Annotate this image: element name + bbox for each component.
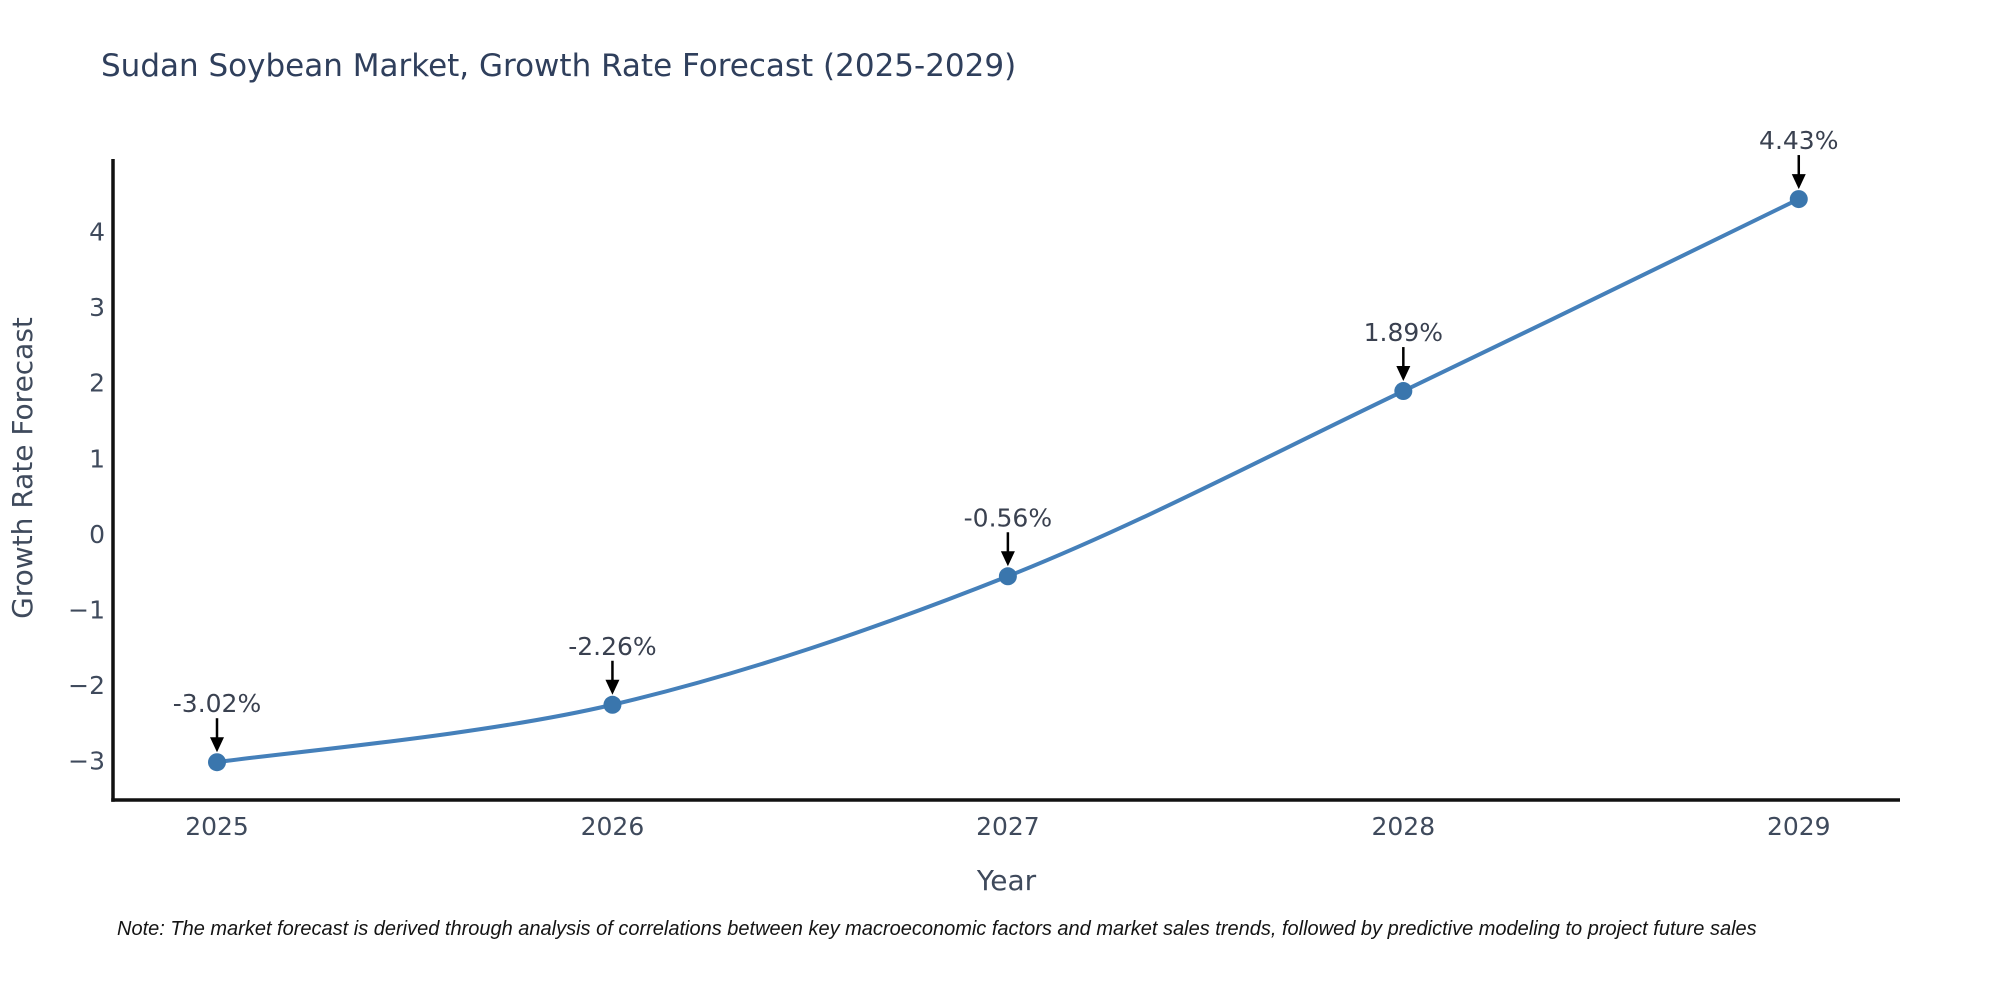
x-tick-label-2: 2027	[976, 812, 1040, 841]
data-point-2029[interactable]	[1789, 190, 1808, 209]
y-tick-label-4: 0	[89, 520, 105, 549]
data-point-2028[interactable]	[1394, 382, 1413, 401]
x-tick-label-4: 2029	[1767, 812, 1831, 841]
x-tick-label-1: 2026	[581, 812, 645, 841]
footnote: Note: The market forecast is derived thr…	[117, 918, 1757, 940]
data-point-2025[interactable]	[208, 753, 227, 772]
annotation-arrowhead-icon	[210, 737, 225, 753]
data-point-2026[interactable]	[603, 695, 622, 714]
x-axis-title: Year	[976, 864, 1037, 897]
annotation-arrowhead-icon	[605, 679, 620, 695]
x-tick-label-0: 2025	[185, 812, 249, 841]
chart-title: Sudan Soybean Market, Growth Rate Foreca…	[101, 48, 1017, 84]
y-tick-label-1: 3	[89, 293, 105, 322]
point-label-2028: 1.89%	[1364, 318, 1443, 347]
y-tick-label-0: 4	[89, 218, 105, 247]
annotation-arrowhead-icon	[1791, 174, 1806, 190]
point-label-2027: -0.56%	[964, 503, 1052, 532]
annotation-arrowhead-icon	[1000, 551, 1015, 567]
forecast-line	[215, 197, 1801, 765]
y-axis-title: Growth Rate Forecast	[6, 317, 39, 619]
data-point-2027[interactable]	[998, 567, 1017, 586]
point-label-2029: 4.43%	[1759, 126, 1838, 155]
y-tick-label-2: 2	[89, 369, 105, 398]
point-label-2025: -3.02%	[173, 689, 261, 718]
annotation-arrowhead-icon	[1396, 366, 1411, 382]
y-tick-label-6: −2	[68, 671, 105, 700]
y-tick-label-3: 1	[89, 444, 105, 473]
y-tick-label-5: −1	[68, 596, 105, 625]
point-label-2026: -2.26%	[568, 632, 656, 661]
y-tick-label-7: −3	[68, 747, 105, 776]
x-tick-label-3: 2028	[1372, 812, 1436, 841]
